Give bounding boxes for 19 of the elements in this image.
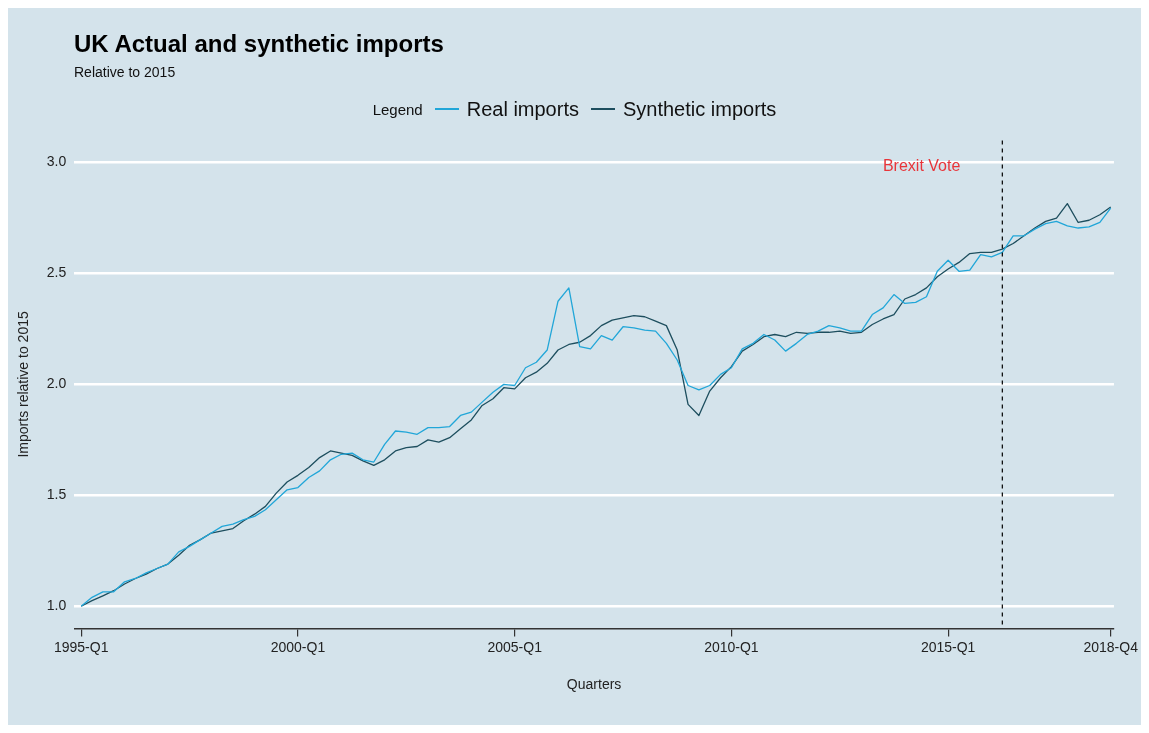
y-tick-label: 2.5 <box>46 264 67 281</box>
x-tick-label: 2015-Q1 <box>920 638 976 655</box>
annotation: Brexit Vote <box>882 156 961 174</box>
y-tick-label: 3.0 <box>46 153 67 170</box>
y-axis-title: Imports relative to 2015 <box>15 311 32 458</box>
legend-title: Legend <box>372 100 423 118</box>
chart-title: UK Actual and synthetic imports <box>74 30 445 58</box>
x-tick-label: 2005-Q1 <box>487 638 543 655</box>
legend-label: Real imports <box>466 97 579 121</box>
y-tick-label: 2.0 <box>46 375 67 392</box>
y-tick-label: 1.0 <box>46 597 67 614</box>
x-tick-label: 2000-Q1 <box>270 638 326 655</box>
x-tick-label: 2010-Q1 <box>704 638 759 655</box>
x-axis-title: Quarters <box>566 676 622 693</box>
x-tick-label: 1995-Q1 <box>53 638 109 655</box>
y-tick-label: 1.5 <box>46 486 67 503</box>
x-tick-label: 2018-Q4 <box>1083 638 1139 655</box>
legend-label: Synthetic imports <box>622 97 777 121</box>
chart-subtitle: Relative to 2015 <box>74 64 177 80</box>
